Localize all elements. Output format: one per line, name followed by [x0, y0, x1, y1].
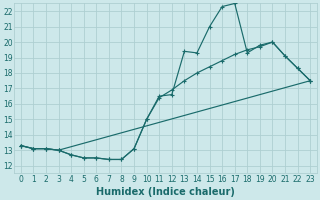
X-axis label: Humidex (Indice chaleur): Humidex (Indice chaleur)	[96, 187, 235, 197]
